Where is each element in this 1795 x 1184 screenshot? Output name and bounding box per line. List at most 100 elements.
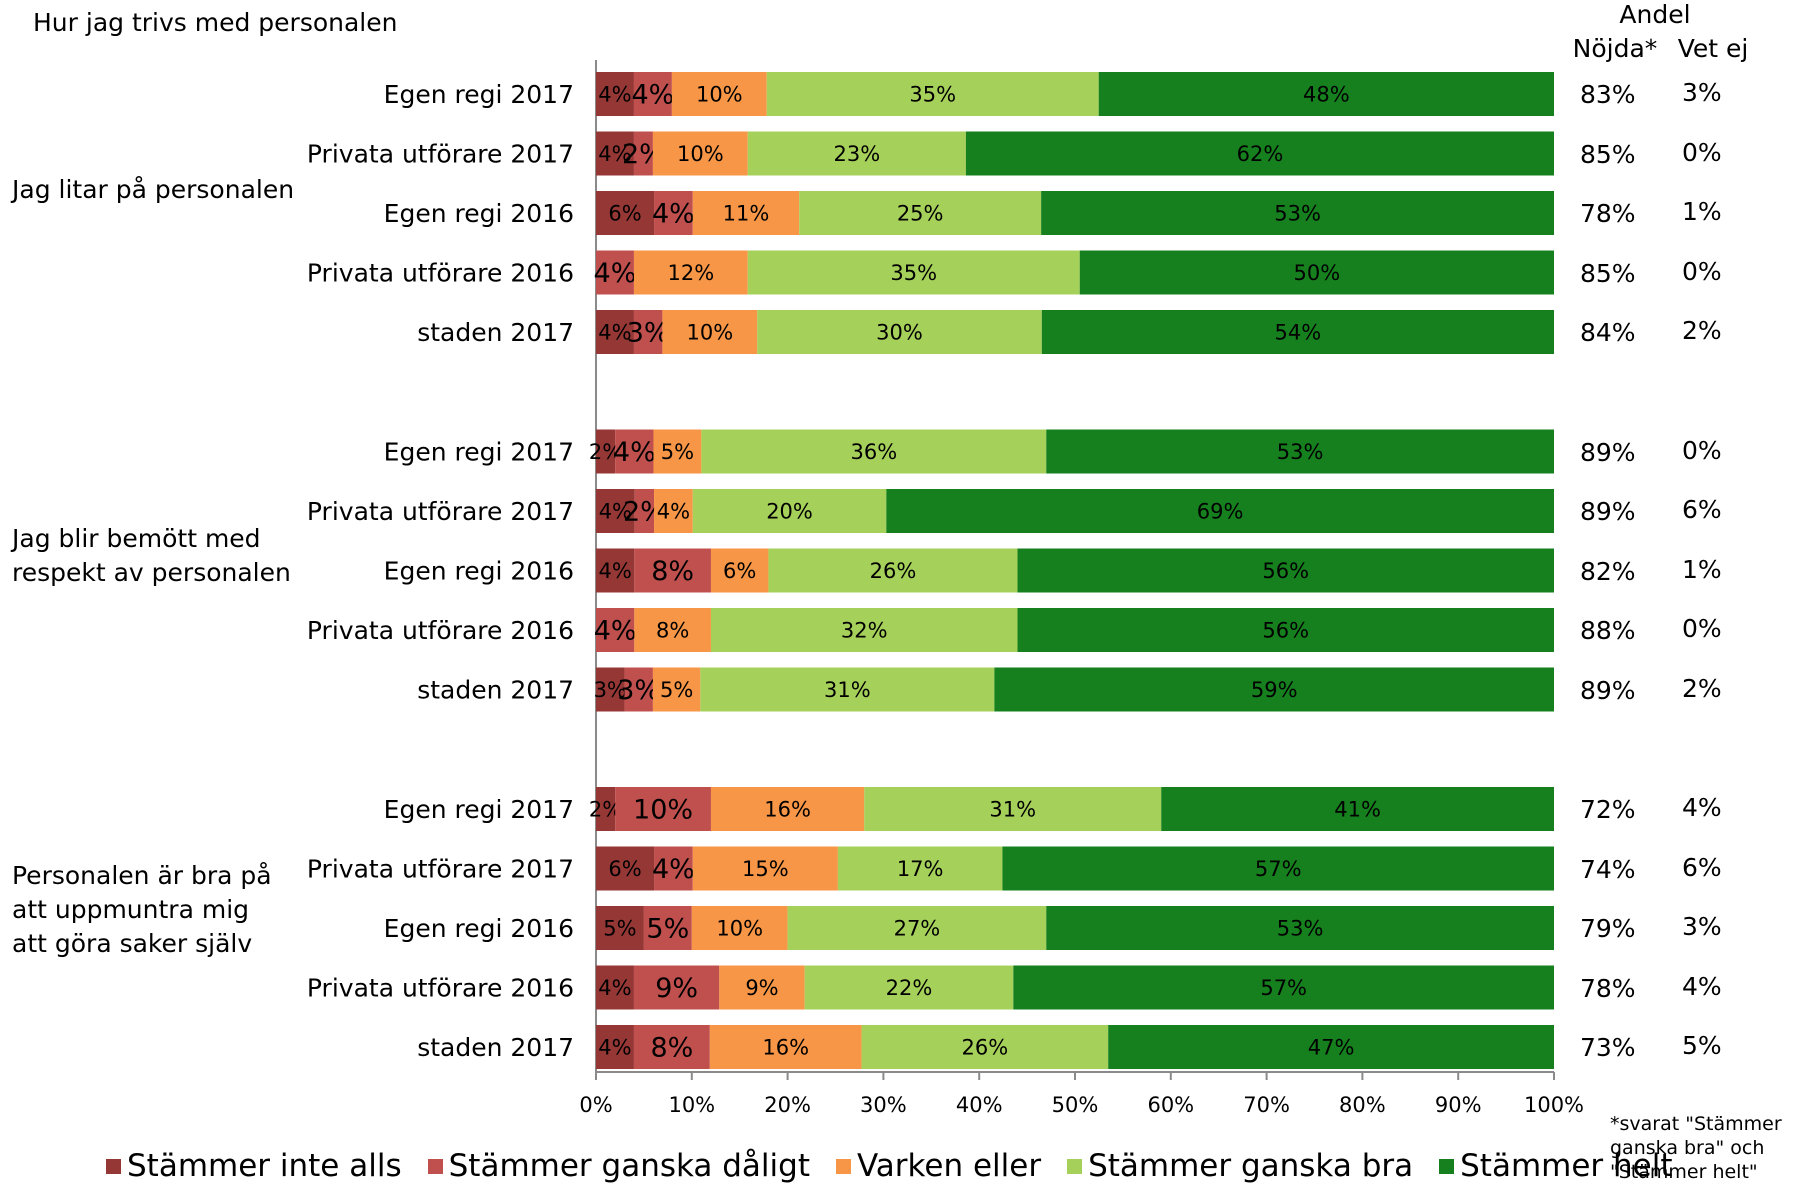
bar-category-label: Privata utförare 2016 <box>307 259 574 288</box>
bar-data-label: 25% <box>897 202 944 226</box>
nojda-value: 89% <box>1580 675 1636 705</box>
bar-data-label: 56% <box>1262 559 1309 583</box>
bar-segment <box>596 131 634 176</box>
vet-ej-value: 0% <box>1682 256 1722 286</box>
bar-segment <box>596 429 616 474</box>
bar-segment <box>757 310 1042 354</box>
nojda-value: 78% <box>1580 199 1636 228</box>
x-tick-label: 90% <box>1435 1093 1482 1117</box>
bar-category-label: Privata utförare 2016 <box>307 616 574 645</box>
bar-segment <box>654 846 693 891</box>
bar-data-label: 5% <box>646 914 689 945</box>
bar-data-label: 62% <box>1237 142 1284 166</box>
vet-ej-value: 3% <box>1682 78 1722 107</box>
bar-segment <box>804 965 1014 1010</box>
vet-ej-value: 2% <box>1682 673 1722 703</box>
legend-item: Stämmer ganska dåligt <box>427 1148 810 1184</box>
vet-ej-value: 4% <box>1682 793 1722 822</box>
bar-segment <box>634 489 655 533</box>
bar-data-label: 4% <box>613 437 656 468</box>
bar-segment <box>1041 191 1554 235</box>
legend-item: Stämmer helt <box>1439 1148 1673 1184</box>
bar-data-label: 59% <box>1251 678 1298 702</box>
nojda-value: 83% <box>1580 80 1636 109</box>
bar-segment <box>596 787 616 831</box>
x-tick-label: 0% <box>579 1093 612 1117</box>
vet-ej-value: 0% <box>1682 435 1722 465</box>
bar-segment <box>710 608 1018 652</box>
bar-data-label: 23% <box>833 142 880 166</box>
bar-segment <box>747 250 1080 295</box>
bar-segment <box>652 131 748 176</box>
legend-label: Stämmer inte alls <box>127 1148 402 1184</box>
bar-data-label: 4% <box>594 616 637 647</box>
vet-ej-value: 0% <box>1682 137 1722 167</box>
bar-segment <box>633 310 663 354</box>
column-header-nojda: Nöjda* <box>1572 34 1658 63</box>
bar-segment <box>700 667 995 712</box>
bar-segment <box>596 489 635 533</box>
nojda-value: 82% <box>1580 556 1636 586</box>
bar-data-label: 31% <box>989 798 1036 822</box>
bar-data-label: 16% <box>764 798 811 822</box>
bar-segment <box>692 191 800 235</box>
legend-swatch <box>1067 1158 1083 1174</box>
bar-segment <box>1161 787 1554 831</box>
bar-category-label: Egen regi 2016 <box>384 199 574 228</box>
bar-data-label: 50% <box>1294 261 1341 285</box>
bar-segment <box>633 131 653 176</box>
bar-segment <box>624 667 653 712</box>
bar-segment <box>719 965 805 1010</box>
bar-category-label: Privata utförare 2016 <box>307 974 574 1003</box>
vet-ej-value: 3% <box>1682 912 1722 941</box>
legend-item: Varken eller <box>835 1148 1041 1184</box>
bar-data-label: 8% <box>651 556 694 587</box>
bar-data-label: 4% <box>652 199 695 230</box>
bar-category-label: Privata utförare 2017 <box>307 497 574 526</box>
bar-data-label: 10% <box>686 321 733 345</box>
nojda-value: 74% <box>1580 854 1636 884</box>
bar-segment <box>615 429 654 474</box>
bar-data-label: 4% <box>652 854 695 885</box>
bar-data-label: 53% <box>1277 917 1324 941</box>
bar-segment <box>787 906 1047 950</box>
nojda-value: 73% <box>1580 1033 1636 1062</box>
bar-segment <box>596 846 655 891</box>
bar-segment <box>864 787 1162 831</box>
bar-data-label: 4% <box>631 80 674 111</box>
bar-segment <box>1002 846 1554 891</box>
bar-data-label: 35% <box>890 261 937 285</box>
bar-segment <box>596 667 625 712</box>
bar-data-label: 12% <box>668 261 715 285</box>
stacked-bar-chart: 0% 10% 20% 30% 40% 50% 60% 70% 80% 90% 100% Egen re… <box>307 60 1584 1117</box>
nojda-value: 85% <box>1580 139 1636 169</box>
bar-segment <box>596 191 655 235</box>
footnote: *svarat "Stämmer ganska bra" och "Stämme… <box>1610 1113 1782 1183</box>
vet-ej-value: 0% <box>1682 614 1722 643</box>
bar-data-label: 8% <box>650 1033 693 1064</box>
bar-segment <box>634 608 711 652</box>
nojda-value: 85% <box>1580 258 1636 288</box>
vet-ej-value: 5% <box>1682 1031 1722 1060</box>
x-tick-label: 40% <box>956 1093 1003 1117</box>
bar-segment <box>710 787 865 831</box>
bar-data-label: 10% <box>677 142 724 166</box>
bar-segment <box>709 1025 862 1069</box>
bar-segment <box>653 429 702 474</box>
bar-data-label: 30% <box>876 321 923 345</box>
legend-label: Stämmer ganska dåligt <box>448 1148 810 1184</box>
nojda-value: 79% <box>1580 914 1636 943</box>
bar-segment <box>633 72 672 116</box>
bar-data-label: 53% <box>1277 440 1324 464</box>
legend-label: Stämmer ganska bra <box>1088 1148 1414 1184</box>
x-tick-label: 10% <box>668 1093 715 1117</box>
bar-category-label: Egen regi 2016 <box>384 557 574 586</box>
bar-segment <box>654 489 693 533</box>
bar-data-label: 4% <box>657 500 690 524</box>
x-tick-label: 20% <box>764 1093 811 1117</box>
bar-segment <box>596 906 644 950</box>
bar-segment <box>965 131 1554 176</box>
bar-segment <box>596 250 634 295</box>
bar-data-label: 11% <box>723 202 770 226</box>
legend-item: Stämmer inte alls <box>106 1148 402 1184</box>
